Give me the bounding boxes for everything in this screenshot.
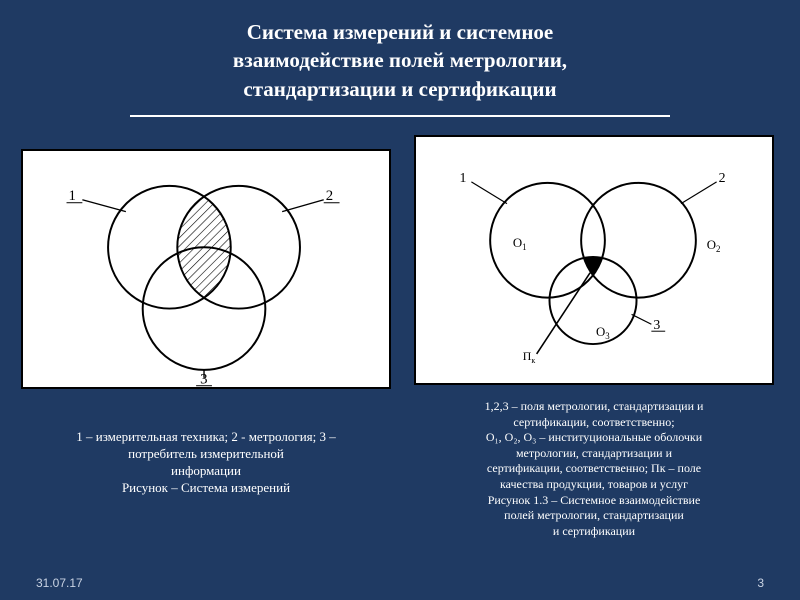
right-circle-2 — [581, 183, 696, 298]
right-column: 1 2 3 O1 O2 O3 Пк 1,2,3 – поля метрологи… — [406, 135, 782, 539]
right-caption-line: полей метрологии, стандартизации — [485, 508, 704, 524]
right-caption-line: качества продукции, товаров и услуг — [485, 477, 704, 493]
right-label-pk: Пк — [523, 349, 536, 365]
left-column: 1 2 3 1 – измерительная техника; 2 - мет… — [18, 135, 394, 539]
right-caption-line: 1,2,3 – поля метрологии, стандартизации … — [485, 399, 704, 415]
title-line1: Система измерений и системное — [60, 18, 740, 46]
title-line3: стандартизации и сертификации — [60, 75, 740, 103]
right-label-2: 2 — [719, 170, 726, 185]
left-caption-line: Рисунок – Система измерений — [76, 480, 336, 497]
right-diagram-box: 1 2 3 O1 O2 O3 Пк — [414, 135, 774, 385]
right-caption-line: сертификации, соответственно; Пк – поле — [485, 461, 704, 477]
right-leader-3 — [632, 314, 652, 324]
right-caption-line: O₁, O₂, O₃ – институциональные оболочки — [485, 430, 704, 446]
footer-page: 3 — [757, 576, 764, 590]
right-label-o1: O1 — [513, 236, 527, 252]
right-venn-svg: 1 2 3 O1 O2 O3 Пк — [416, 135, 772, 385]
left-label-1: 1 — [69, 188, 76, 204]
left-label-2: 2 — [326, 188, 333, 204]
right-label-3: 3 — [653, 317, 660, 332]
left-venn-svg: 1 2 3 — [23, 149, 389, 389]
left-caption-line: 1 – измерительная техника; 2 - метрологи… — [76, 429, 336, 446]
content-row: 1 2 3 1 – измерительная техника; 2 - мет… — [0, 117, 800, 539]
right-caption-line: сертификации, соответственно; — [485, 415, 704, 431]
right-caption-line: и сертификации — [485, 524, 704, 540]
left-diagram-box: 1 2 3 — [21, 149, 391, 389]
left-caption-line: потребитель измерительной — [76, 446, 336, 463]
right-label-o2: O2 — [707, 238, 721, 254]
title-line2: взаимодействие полей метрологии, — [60, 46, 740, 74]
left-leader-1 — [82, 200, 126, 212]
right-caption-line: метрологии, стандартизации и — [485, 446, 704, 462]
right-caption: 1,2,3 – поля метрологии, стандартизации … — [479, 399, 710, 539]
right-leader-2 — [681, 182, 717, 204]
footer: 31.07.17 3 — [0, 576, 800, 590]
right-leader-1 — [471, 182, 507, 204]
footer-date: 31.07.17 — [36, 576, 83, 590]
left-leader-2 — [282, 200, 324, 212]
right-label-1: 1 — [460, 170, 467, 185]
right-label-o3: O3 — [596, 325, 610, 341]
right-caption-line: Рисунок 1.3 – Системное взаимодействие — [485, 493, 704, 509]
left-caption-line: информации — [76, 463, 336, 480]
slide-title: Система измерений и системное взаимодейс… — [0, 0, 800, 111]
right-circle-1 — [490, 183, 605, 298]
left-caption: 1 – измерительная техника; 2 - метрологи… — [70, 429, 342, 497]
